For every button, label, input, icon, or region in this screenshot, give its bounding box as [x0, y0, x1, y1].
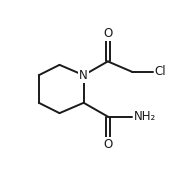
- Text: NH₂: NH₂: [134, 110, 156, 123]
- Text: N: N: [79, 69, 88, 82]
- Text: Cl: Cl: [154, 65, 166, 78]
- Text: O: O: [103, 27, 112, 40]
- Text: O: O: [103, 138, 112, 151]
